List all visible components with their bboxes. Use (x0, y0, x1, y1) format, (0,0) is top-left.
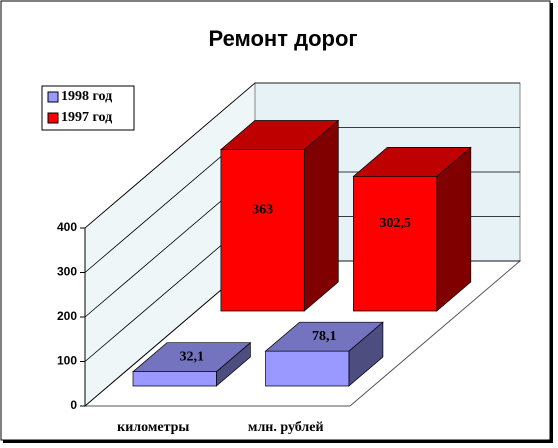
value-label: 78,1 (312, 329, 337, 344)
y-tick-label: 200 (57, 309, 77, 323)
y-tick-label: 400 (57, 220, 77, 234)
y-tick-label: 0 (70, 398, 77, 412)
value-label: 32,1 (179, 349, 204, 364)
y-tick-label: 100 (57, 354, 77, 368)
legend-swatch (47, 91, 59, 103)
x-tick-label: млн. рублей (248, 420, 324, 435)
grid-line (84, 82, 520, 229)
y-tick-label: 300 (57, 265, 77, 279)
value-label: 363 (252, 202, 273, 217)
chart-title: Ремонт дорог (208, 26, 357, 51)
bar-side (303, 119, 339, 312)
bar (265, 350, 350, 387)
x-tick-label: километры (117, 420, 189, 435)
legend-label: 1997 год (61, 110, 112, 125)
bar (353, 176, 438, 312)
bar (132, 371, 217, 387)
value-label: 302,5 (379, 216, 411, 231)
legend-label: 1998 год (61, 89, 112, 104)
bar (220, 149, 305, 312)
legend-swatch (47, 112, 59, 124)
